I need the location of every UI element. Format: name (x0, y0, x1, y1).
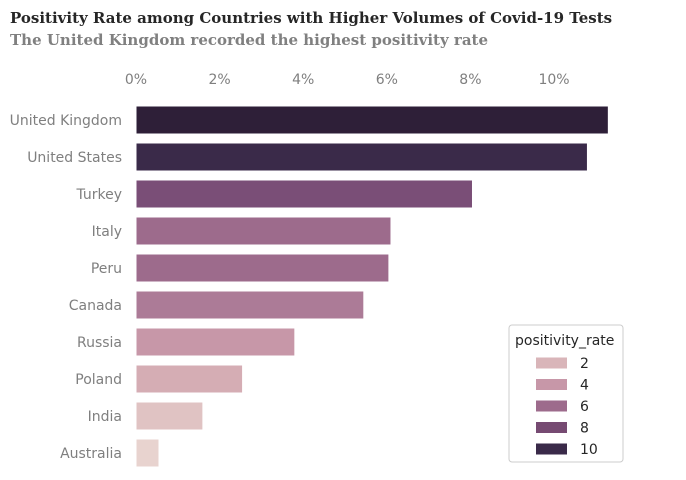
bar (135, 364, 244, 394)
legend-label: 6 (580, 399, 589, 415)
legend-title: positivity_rate (515, 333, 614, 349)
legend-label: 10 (580, 442, 598, 458)
bar (135, 401, 204, 431)
x-tick-label: 8% (459, 72, 481, 88)
legend-label: 8 (580, 421, 589, 437)
y-tick-label: Russia (77, 335, 122, 351)
bar (135, 105, 609, 135)
bars (135, 105, 609, 468)
legend-swatch (536, 443, 567, 455)
legend-swatch (536, 422, 567, 433)
y-axis-labels: United Kingdom United States Turkey Italy Pe… (10, 113, 122, 462)
bar (135, 327, 296, 357)
x-tick-label: 4% (292, 72, 314, 88)
x-tick-label: 6% (376, 72, 398, 88)
legend-label: 2 (580, 356, 589, 372)
y-tick-label: Australia (60, 446, 122, 462)
y-tick-label: Italy (92, 224, 122, 240)
legend-swatch (536, 357, 567, 369)
bar (135, 290, 365, 320)
x-tick-label: 0% (125, 72, 147, 88)
bar (135, 216, 392, 246)
y-tick-label: Poland (75, 372, 122, 388)
x-tick-label: 2% (208, 72, 230, 88)
y-tick-label: United Kingdom (10, 113, 122, 129)
y-tick-label: United States (27, 150, 122, 166)
chart-title: Positivity Rate among Countries with Hig… (10, 9, 612, 27)
y-tick-label: Canada (69, 298, 122, 314)
legend-swatch (536, 379, 567, 390)
bar (135, 142, 588, 172)
x-tick-label: 10% (538, 72, 569, 88)
chart-subtitle: The United Kingdom recorded the highest … (10, 31, 488, 49)
legend: positivity_rate 2 4 6 8 10 (508, 324, 624, 463)
x-axis-ticks: 0% 2% 4% 6% 8% 10% (125, 72, 570, 88)
bar (135, 253, 390, 283)
y-tick-label: India (88, 409, 122, 425)
bar (135, 438, 160, 468)
legend-label: 4 (580, 378, 589, 394)
y-tick-label: Peru (91, 261, 122, 277)
y-tick-label: Turkey (75, 187, 122, 203)
legend-swatch (536, 400, 567, 412)
bar (135, 179, 473, 209)
